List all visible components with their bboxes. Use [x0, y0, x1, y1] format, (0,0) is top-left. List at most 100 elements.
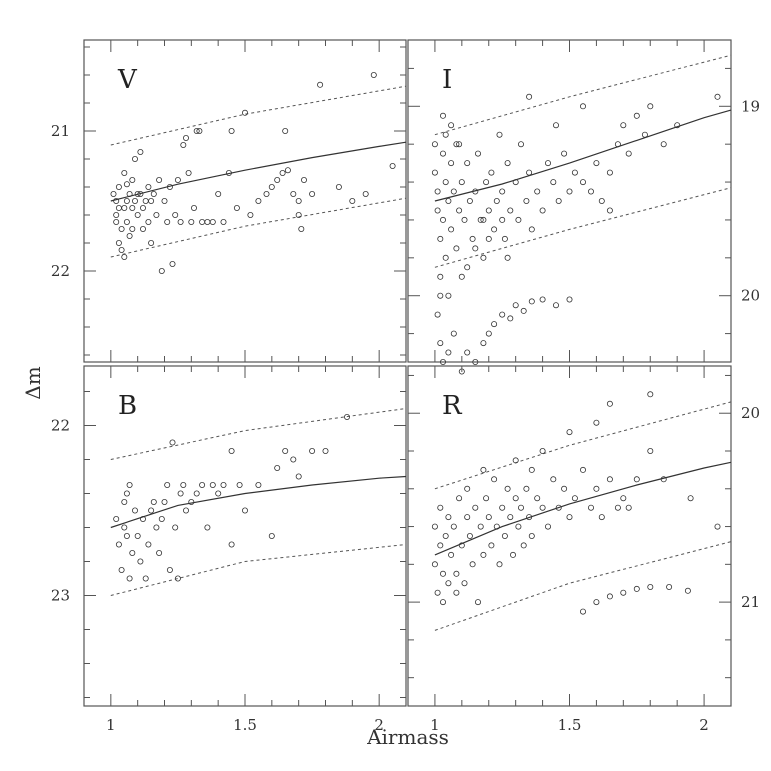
data-point — [439, 112, 446, 119]
data-point — [434, 188, 441, 195]
data-point — [606, 169, 613, 176]
data-point — [123, 181, 130, 188]
data-point — [439, 570, 446, 577]
data-point — [633, 585, 640, 592]
y-tick-label: 19 — [741, 97, 760, 115]
data-point — [290, 190, 297, 197]
data-point — [290, 456, 297, 463]
data-point — [448, 226, 455, 233]
data-point — [614, 141, 621, 148]
data-point — [182, 134, 189, 141]
data-point — [131, 507, 138, 514]
data-point — [469, 235, 476, 242]
data-point — [439, 216, 446, 223]
data-point — [477, 523, 484, 530]
data-point — [472, 188, 479, 195]
data-point — [131, 197, 138, 204]
data-point — [190, 204, 197, 211]
data-point — [606, 476, 613, 483]
data-point — [472, 504, 479, 511]
data-point — [370, 72, 377, 79]
data-point — [493, 523, 500, 530]
panel-label: B — [118, 391, 137, 421]
upper-envelope — [110, 408, 407, 460]
data-point — [464, 514, 471, 521]
data-point — [561, 485, 568, 492]
data-point — [566, 514, 573, 521]
data-point — [228, 541, 235, 548]
data-point — [456, 495, 463, 502]
data-point — [512, 302, 519, 309]
data-point — [137, 190, 144, 197]
x-tick-label: 1.5 — [233, 716, 257, 734]
data-point — [268, 533, 275, 540]
data-point — [439, 150, 446, 157]
data-point — [507, 514, 514, 521]
data-point — [647, 103, 654, 110]
data-point — [437, 292, 444, 299]
data-point — [172, 524, 179, 531]
data-point — [137, 558, 144, 565]
lower-envelope — [434, 541, 732, 631]
data-point — [450, 188, 457, 195]
data-point — [442, 254, 449, 261]
data-point — [115, 204, 122, 211]
data-point — [464, 349, 471, 356]
data-point — [233, 204, 240, 211]
data-point — [647, 447, 654, 454]
data-point — [241, 109, 248, 116]
data-point — [539, 504, 546, 511]
data-point — [209, 218, 216, 225]
data-point — [164, 481, 171, 488]
data-point — [158, 516, 165, 523]
data-point — [156, 176, 163, 183]
data-point — [113, 218, 120, 225]
data-point — [493, 197, 500, 204]
data-point — [488, 169, 495, 176]
data-point — [129, 225, 136, 232]
data-point — [215, 190, 222, 197]
data-point — [660, 476, 667, 483]
data-point — [485, 514, 492, 521]
panel-label: I — [442, 65, 452, 95]
data-point — [539, 296, 546, 303]
panel-r: 20 21 1 1.5 2 R — [407, 365, 760, 734]
data-point — [139, 516, 146, 523]
data-point — [504, 254, 511, 261]
data-point — [593, 419, 600, 426]
data-point — [464, 485, 471, 492]
data-point — [126, 232, 133, 239]
data-point — [228, 127, 235, 134]
data-point — [118, 225, 125, 232]
data-point — [139, 225, 146, 232]
data-point — [123, 218, 130, 225]
data-point — [598, 514, 605, 521]
data-point — [453, 570, 460, 577]
data-point — [485, 207, 492, 214]
data-point — [439, 358, 446, 365]
data-point — [188, 218, 195, 225]
data-point — [228, 447, 235, 454]
data-point — [220, 481, 227, 488]
data-point — [317, 81, 324, 88]
data-point — [322, 447, 329, 454]
data-point — [528, 298, 535, 305]
data-point — [169, 260, 176, 267]
data-point — [274, 464, 281, 471]
data-point — [115, 541, 122, 548]
data-point — [499, 188, 506, 195]
data-point — [115, 239, 122, 246]
data-point — [362, 190, 369, 197]
data-point — [633, 476, 640, 483]
data-point — [193, 490, 200, 497]
data-point — [458, 542, 465, 549]
panel-b: 22 23 1 1.5 2 B — [51, 365, 407, 734]
data-point — [247, 211, 254, 218]
data-point — [456, 207, 463, 214]
y-tick-label: 20 — [741, 404, 760, 422]
data-point — [153, 524, 160, 531]
data-point — [647, 391, 654, 398]
data-point — [445, 292, 452, 299]
data-point — [480, 254, 487, 261]
data-point — [134, 211, 141, 218]
